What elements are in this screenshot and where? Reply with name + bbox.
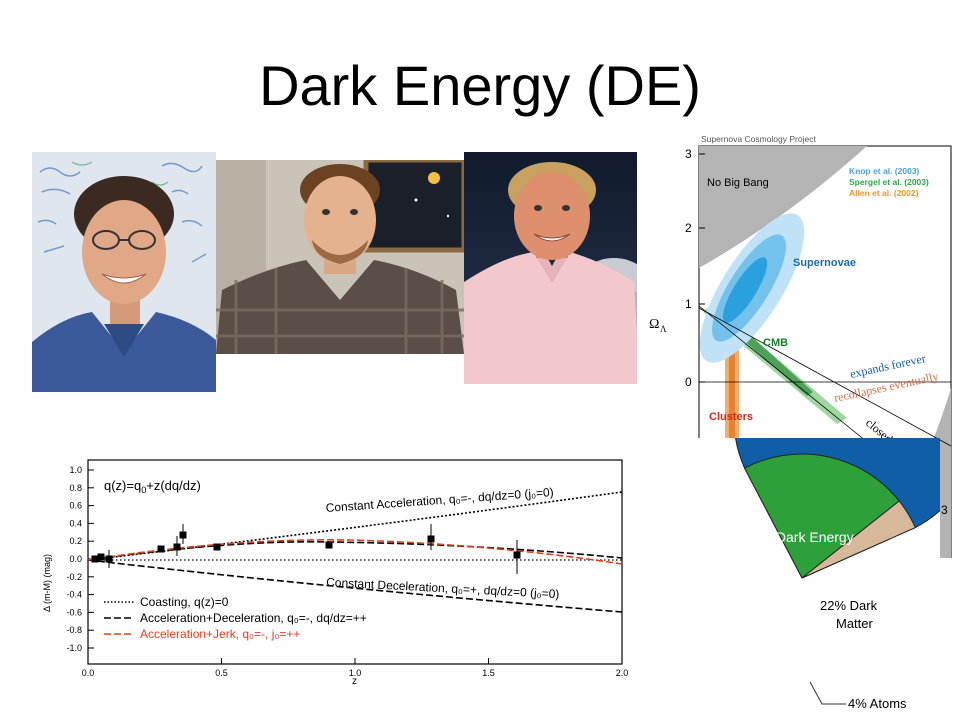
pie-label-dark-matter-line2: Matter [836, 616, 874, 631]
hubble-y-tick: 0.6 [69, 501, 82, 511]
legend-acc-jerk: Acceleration+Jerk, q₀=-, j₀=++ [140, 627, 300, 641]
y-tick-3: 3 [685, 147, 692, 161]
pie-label-dark-energy: 74% Dark Energy [744, 529, 854, 545]
plot-header: Supernova Cosmology Project [701, 134, 816, 144]
person-photo-right [464, 152, 640, 384]
hubble-residual-plot: 1.0 0.8 0.6 0.4 0.2 0.0 -0.2 -0.4 -0.6 -0.8 -1.0 0.… [30, 452, 630, 720]
hubble-x-tick: 1.0 [349, 668, 362, 678]
pie-slice-dark-matter [743, 453, 900, 579]
pie-label-atoms: 4% Atoms [848, 696, 907, 711]
hubble-x-tick: 0.0 [82, 668, 95, 678]
hubble-x-label: z [352, 676, 357, 687]
person-photo-left [32, 152, 216, 392]
x-tick-3: 3 [941, 503, 948, 517]
slide-title: Dark Energy (DE) [259, 54, 701, 117]
legend-acc-dec: Acceleration+Deceleration, q₀=-, dq/dz=+… [140, 611, 367, 625]
person-photo-middle [216, 160, 464, 354]
y-tick-0: 0 [685, 375, 692, 389]
legend-coasting: Coasting, q(z)=0 [140, 595, 229, 609]
hubble-y-tick: 0.8 [69, 483, 82, 493]
y-axis-label: Ω [649, 317, 659, 332]
legend-knop: Knop et al. (2003) [849, 166, 920, 176]
y-axis-label-sub: Λ [660, 324, 667, 334]
hubble-y-tick: 0.4 [69, 518, 82, 528]
y-tick-1: 1 [685, 297, 692, 311]
hubble-y-tick: -1.0 [66, 643, 82, 653]
hubble-y-tick: -0.2 [66, 572, 82, 582]
y-tick-2: 2 [685, 221, 692, 235]
formula: q(z)=q0+z(dq/dz) [104, 478, 201, 495]
atoms-leader-line [809, 681, 846, 705]
hubble-y-tick: 0.2 [69, 536, 82, 546]
no-big-bang-label: No Big Bang [707, 177, 769, 189]
legend-spergel: Spergel et al. (2003) [849, 177, 929, 187]
supernovae-label: Supernovae [793, 257, 856, 269]
hubble-x-tick: 1.5 [482, 668, 495, 678]
hubble-x-tick: 0.5 [215, 668, 228, 678]
legend-allen: Allen et al. (2002) [849, 188, 919, 198]
hubble-y-tick: 0.0 [69, 554, 82, 564]
hubble-y-tick: -0.6 [66, 607, 82, 617]
hubble-y-tick: -0.4 [66, 590, 82, 600]
clusters-label: Clusters [709, 411, 753, 423]
hubble-y-tick: -0.8 [66, 625, 82, 635]
cmb-label: CMB [763, 337, 788, 349]
pie-label-dark-matter-line1: 22% Dark [820, 598, 878, 613]
hubble-y-label: Δ (m-M) (mag) [42, 554, 52, 612]
hubble-y-tick: 1.0 [69, 465, 82, 475]
hubble-x-tick: 2.0 [616, 668, 629, 678]
pie-slice-atoms [801, 500, 916, 579]
pie-chart: 74% Dark Energy 22% Dark Matter 4% Atoms [670, 438, 940, 720]
